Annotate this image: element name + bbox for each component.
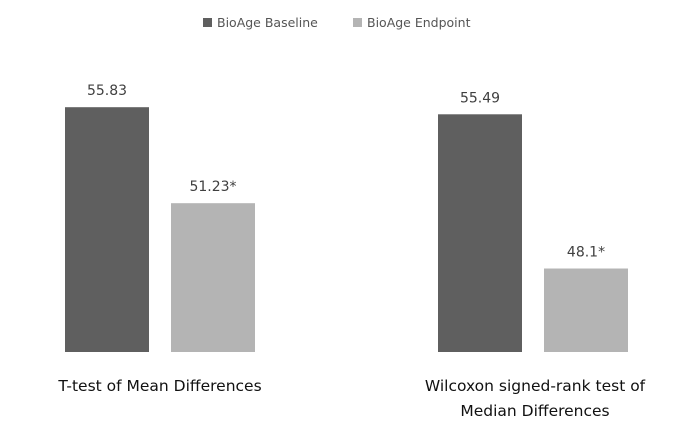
legend-label: BioAge Baseline (217, 15, 318, 30)
legend-label: BioAge Endpoint (367, 15, 471, 30)
bar-endpoint (544, 268, 628, 352)
legend-swatch (203, 18, 212, 27)
data-label: 55.49 (460, 90, 500, 106)
category-label: Wilcoxon signed-rank test of (425, 377, 646, 395)
category-label: Median Differences (460, 402, 609, 420)
category-label: T-test of Mean Differences (57, 377, 261, 395)
bar-baseline (438, 114, 522, 352)
data-label: 51.23* (189, 179, 236, 195)
bar-endpoint (171, 203, 255, 352)
legend-swatch (353, 18, 362, 27)
data-label: 48.1* (567, 245, 605, 261)
data-label: 55.83 (87, 83, 127, 99)
bar-baseline (65, 107, 149, 352)
